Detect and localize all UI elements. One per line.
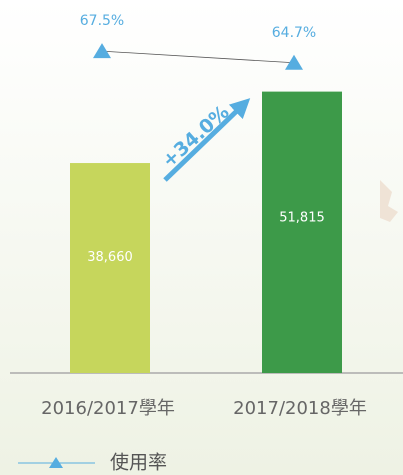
value-label: 64.7%: [272, 25, 316, 41]
x-tick-label: 2016/2017學年: [41, 398, 175, 419]
usage-line: [101, 50, 295, 64]
value-label: 67.5%: [80, 13, 124, 29]
line-marker: [285, 54, 303, 70]
legend-marker: [49, 457, 63, 468]
value-label: 51,815: [279, 211, 325, 226]
line-marker: [93, 43, 111, 59]
legend-label: 使用率: [110, 452, 167, 474]
x-tick-label: 2017/2018學年: [233, 398, 367, 419]
bar: [262, 91, 342, 374]
value-label: 38,660: [87, 250, 133, 265]
bar: [70, 163, 150, 373]
growth-arrow: [163, 98, 251, 182]
leaf-decoration: [380, 180, 398, 222]
